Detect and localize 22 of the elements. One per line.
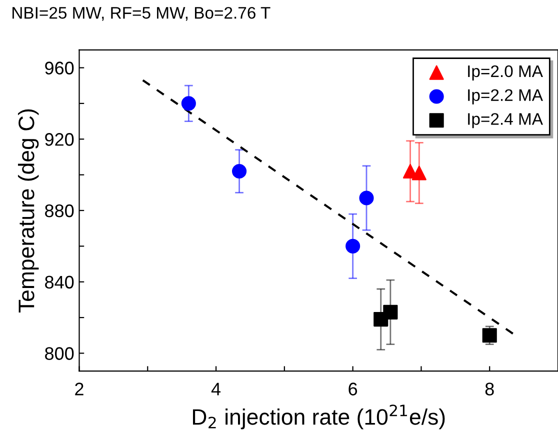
point — [412, 166, 426, 180]
point — [346, 238, 360, 254]
x-axis-title: D$_{2}$ injection rate (10$^{21}$e/s) — [192, 404, 445, 430]
y-tick-label: 880 — [45, 204, 74, 218]
x-tick-label: 4 — [211, 382, 221, 396]
x-tick-label: 8 — [485, 382, 494, 396]
point — [383, 304, 398, 320]
y-axis-title: Temperature (deg C) — [18, 109, 39, 312]
y-tick-label: 920 — [45, 133, 74, 146]
x-tick-label: 2 — [75, 382, 84, 396]
point — [181, 96, 196, 111]
point — [232, 164, 247, 179]
legend-label: Ip=2.2 MA — [468, 89, 543, 104]
y-tick-label: 960 — [45, 62, 74, 74]
chart-title: NBI=25 MW, RF=5 MW, Bo=2.76 T — [12, 6, 270, 21]
x-tick-label: 6 — [348, 382, 358, 396]
legend-label: Ip=2.0 MA — [468, 65, 543, 80]
y-tick-label: 840 — [45, 276, 74, 289]
point — [359, 190, 374, 206]
point — [482, 328, 497, 343]
y-tick-label: 800 — [45, 347, 74, 360]
legend-label: Ip=2.4 MA — [468, 113, 543, 128]
